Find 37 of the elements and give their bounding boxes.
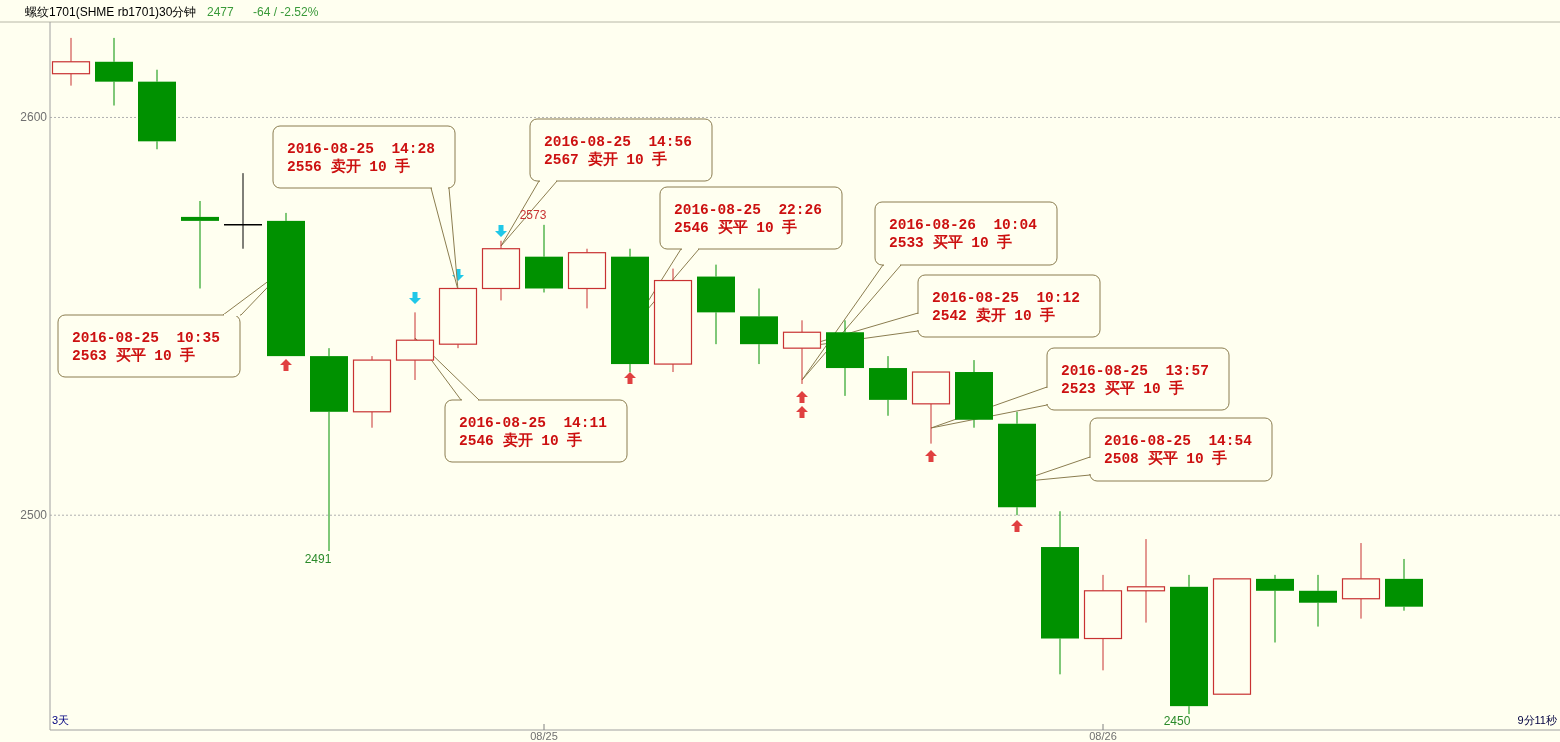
text: -64 / -2.52%: [253, 5, 319, 19]
annotation: 2573: [519, 208, 547, 222]
candlestick: [1385, 558, 1423, 612]
annotation: 3天: [52, 714, 70, 726]
candlestick: [998, 411, 1036, 516]
candlestick: [1256, 574, 1294, 643]
chart-title: 螺纹1701(SHME rb1701)30分钟: [25, 5, 197, 19]
candlestick: [481, 240, 521, 301]
chart-subtitle: 2477: [207, 5, 235, 19]
annotation: 2016-08-25 14:56 2567 卖开 10 手: [544, 134, 692, 168]
annotation: 2491: [304, 552, 332, 566]
annotation: 2016-08-25 14:54 2508 买平 10 手: [1104, 433, 1253, 467]
candlestick: [1126, 538, 1166, 624]
candlestick: [352, 355, 392, 429]
x-tick-label: 08/26: [1089, 730, 1117, 742]
candlestick: [138, 69, 176, 150]
x-tick-label: 08/25: [530, 730, 558, 742]
candlestick: [95, 37, 133, 107]
annotation: 2016-08-25 13:57 2523 买平 10 手: [1061, 363, 1209, 397]
candlestick: [395, 311, 435, 381]
candlestick: [310, 347, 348, 552]
y-tick-label: 2500: [20, 508, 48, 523]
candlestick: [181, 200, 219, 289]
candlestick: [1299, 574, 1337, 628]
candlestick: [1341, 542, 1381, 620]
candlestick: [1170, 574, 1208, 715]
annotation: 2016-08-25 10:35 2563 买平 10 手: [72, 330, 220, 364]
candlestick: [1083, 574, 1123, 671]
text: 9分11秒: [1517, 714, 1557, 726]
candlestick: [567, 248, 607, 309]
annotation: 2016-08-25 14:11 2546 卖开 10 手: [459, 415, 608, 449]
candlestick: [525, 224, 563, 293]
y-tick-label: 2600: [20, 110, 48, 125]
candlestick: [223, 172, 263, 250]
annotation: 2450: [1163, 714, 1191, 728]
candlestick: [51, 37, 91, 87]
candlestick: [1041, 510, 1079, 675]
